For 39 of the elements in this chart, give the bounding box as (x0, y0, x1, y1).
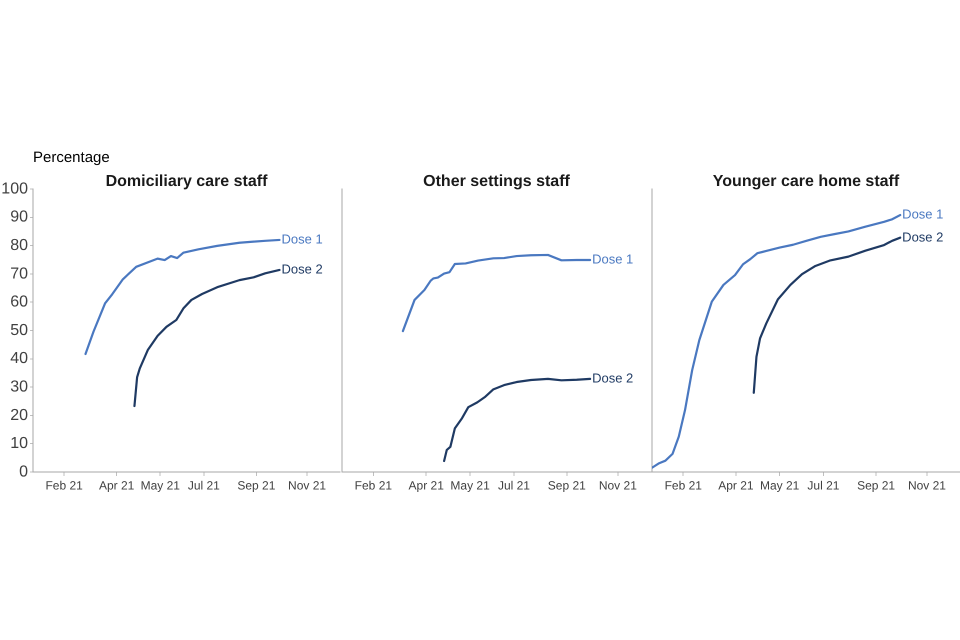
series-label: Dose 2 (902, 229, 944, 244)
y-tick-label: 40 (10, 350, 28, 368)
y-tick-label: 70 (10, 265, 28, 282)
x-tick-label: May 21 (450, 478, 490, 493)
series-label: Dose 1 (902, 206, 944, 222)
y-tick-label: 90 (10, 208, 28, 226)
x-tick-label: Nov 21 (908, 478, 946, 493)
series-label: Dose 2 (281, 262, 323, 277)
x-tick-label: Nov 21 (598, 478, 638, 493)
y-tick-label: 30 (10, 378, 28, 396)
x-tick-label: May 21 (760, 478, 800, 493)
y-tick-label: 50 (10, 322, 28, 339)
y-tick-label: 100 (1, 180, 28, 198)
x-tick-label: Apr 21 (98, 478, 135, 493)
series-label: Dose 1 (281, 232, 323, 247)
x-tick-label: Sep 21 (237, 478, 276, 493)
y-tick-label: 20 (10, 406, 28, 424)
x-tick-label: Sep 21 (857, 478, 896, 493)
x-tick-label: Feb 21 (45, 478, 84, 493)
chart-title: Domiciliary care staff (106, 173, 268, 190)
x-tick-label: Sep 21 (548, 478, 586, 493)
series-label: Dose 2 (592, 370, 634, 386)
x-tick-label: Nov 21 (288, 478, 326, 493)
y-tick-label: 10 (10, 435, 28, 452)
y-tick-label: 0 (19, 463, 28, 480)
x-tick-label: Feb 21 (664, 478, 702, 493)
chart-title: Other settings staff (423, 173, 571, 190)
chart-title: Younger care home staff (712, 173, 900, 190)
y-tick-label: 80 (10, 237, 28, 254)
y-tick-label: 60 (10, 294, 28, 311)
series-label: Dose 1 (592, 252, 634, 267)
x-tick-label: Jul 21 (498, 478, 530, 493)
x-tick-label: May 21 (140, 478, 180, 493)
x-tick-label: Jul 21 (188, 478, 220, 493)
x-tick-label: Jul 21 (807, 478, 840, 493)
y-axis-title: Percentage (33, 149, 110, 166)
x-tick-label: Apr 21 (718, 478, 754, 493)
x-tick-label: Apr 21 (408, 478, 444, 493)
x-tick-label: Feb 21 (354, 478, 392, 493)
